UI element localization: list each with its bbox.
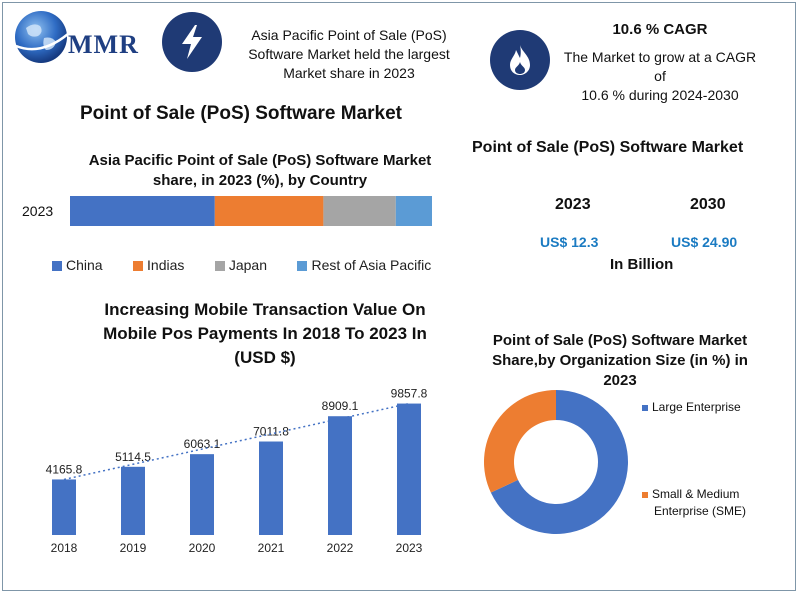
cagr-line-2: 10.6 % during 2024-2030: [581, 87, 739, 103]
legend-item-china: China: [52, 257, 103, 273]
org-size-chart-title: Point of Sale (PoS) Software Market Shar…: [470, 331, 770, 391]
bar-2021: [259, 441, 283, 535]
cagr-title: 10.6 % CAGR: [612, 21, 708, 38]
mobile-title-line-3: (USD $): [234, 348, 296, 367]
donut-slice-large-enterprise: [490, 390, 628, 534]
page-title: Point of Sale (PoS) Software Market: [80, 103, 402, 124]
country-share-chart-title: Asia Pacific Point of Sale (PoS) Softwar…: [30, 151, 490, 191]
market-value-2030: US$ 24.90: [671, 234, 738, 250]
org-title-line-1: Point of Sale (PoS) Software Market: [492, 332, 748, 349]
bar-value-label-2022: 8909.1: [322, 399, 359, 413]
country-share-title-line-1: Asia Pacific Point of Sale (PoS) Softwar…: [88, 152, 432, 169]
org-title-line-2: Share,by Organization Size (in %) in: [492, 352, 748, 369]
globe-logo-icon: [12, 8, 70, 66]
bar-2020: [190, 454, 214, 535]
country-legend: China Indias Japan Rest of Asia Pacific: [52, 257, 431, 275]
legend-label-indias: Indias: [147, 257, 185, 273]
bar-value-label-2019: 5114.5: [115, 450, 151, 464]
mobile-title-line-1: Increasing Mobile Transaction Value On: [104, 300, 426, 319]
x-tick-label-2018: 2018: [51, 541, 78, 555]
x-tick-label-2020: 2020: [189, 541, 216, 555]
bar-value-label-2021: 7011.8: [253, 425, 289, 439]
stacked-segment-japan: [323, 196, 396, 226]
org-title-line-3: 2023: [603, 372, 637, 389]
stacked-segment-rest-of-asia-pacific: [395, 196, 432, 226]
legend-label-sme-line-1: Small & Medium: [652, 487, 740, 501]
legend-label-rest: Rest of Asia Pacific: [311, 257, 432, 273]
bar-2023: [397, 403, 421, 535]
org-size-donut-chart: [484, 390, 628, 534]
legend-label-large-enterprise: Large Enterprise: [652, 400, 741, 414]
x-tick-label-2023: 2023: [396, 541, 423, 555]
x-tick-label-2022: 2022: [327, 541, 354, 555]
mobile-title-line-2: Mobile Pos Payments In 2018 To 2023 In: [103, 324, 427, 343]
country-share-stacked-bar: [70, 196, 432, 226]
stacked-segment-indias: [214, 196, 324, 226]
highlight-text: Asia Pacific Point of Sale (PoS) Softwar…: [238, 26, 460, 83]
market-size-title: Point of Sale (PoS) Software Market: [472, 139, 744, 156]
bar-2022: [328, 416, 352, 535]
market-value-2023: US$ 12.3: [540, 234, 599, 250]
stacked-bar-category-label: 2023: [22, 203, 54, 219]
legend-swatch-large: [642, 404, 648, 411]
legend-item-rest: Rest of Asia Pacific: [297, 257, 431, 273]
mobile-transaction-bar-chart: 4165.820185114.520196063.120207011.82021…: [46, 387, 428, 555]
market-unit-label: In Billion: [610, 256, 674, 273]
cagr-text: The Market to grow at a CAGR of 10.6 % d…: [560, 48, 760, 105]
donut-legend-sme: Small & Medium Enterprise (SME): [642, 486, 746, 520]
bar-value-label-2018: 4165.8: [46, 462, 83, 476]
legend-label-china: China: [66, 257, 103, 273]
bar-2019: [121, 466, 145, 535]
bar-2018: [52, 479, 76, 535]
x-tick-label-2019: 2019: [120, 541, 147, 555]
legend-swatch-china: [52, 261, 62, 272]
x-tick-label-2021: 2021: [258, 541, 285, 555]
country-share-title-line-2: share, in 2023 (%), by Country: [152, 172, 368, 189]
highlight-line-2: Software Market held the largest: [248, 46, 450, 62]
legend-swatch-sme: [642, 491, 648, 498]
bar-value-label-2023: 9857.8: [391, 387, 428, 401]
mobile-transaction-chart-title: Increasing Mobile Transaction Value On M…: [55, 298, 475, 370]
brand-logo-text: MMR: [68, 30, 139, 59]
legend-label-sme-line-2: Enterprise (SME): [654, 504, 747, 518]
trendline: [63, 402, 410, 481]
legend-label-japan: Japan: [228, 257, 268, 273]
highlight-line-1: Asia Pacific Point of Sale (PoS): [251, 27, 447, 43]
stacked-segment-china: [70, 196, 215, 226]
legend-item-japan: Japan: [214, 257, 268, 273]
donut-legend-large: Large Enterprise: [642, 400, 741, 414]
legend-item-indias: Indias: [133, 257, 184, 273]
cagr-line-1: The Market to grow at a CAGR of: [563, 49, 757, 84]
donut-slice-sme: [484, 390, 556, 493]
lightning-icon: [162, 12, 222, 72]
market-year-2023: 2023: [555, 196, 591, 213]
legend-swatch-indias: [133, 261, 144, 272]
legend-swatch-rest: [297, 261, 308, 272]
fire-icon: [490, 30, 550, 90]
market-year-2030: 2030: [690, 196, 726, 213]
highlight-line-3: Market share in 2023: [283, 65, 415, 81]
legend-swatch-japan: [214, 261, 225, 272]
